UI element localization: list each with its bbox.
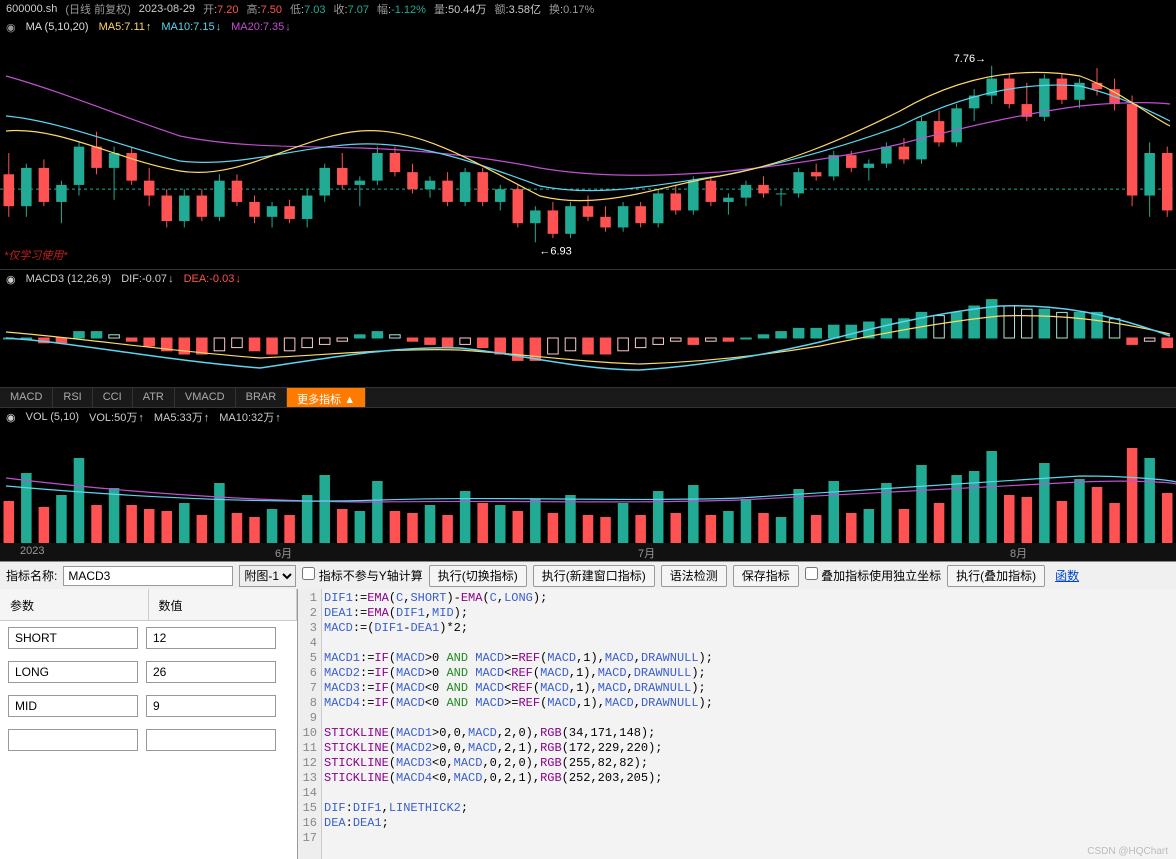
- tab-more[interactable]: 更多指标 ▲: [287, 388, 366, 407]
- editor-area: 参数 数值 1234567891011121314151617 DIF1:=EM…: [0, 589, 1176, 859]
- tab-cci[interactable]: CCI: [93, 388, 133, 407]
- param-name-input[interactable]: [8, 729, 138, 751]
- macd-panel[interactable]: [0, 288, 1176, 388]
- syntax-check-button[interactable]: 语法检测: [661, 565, 727, 587]
- date: 2023-08-29: [139, 3, 195, 15]
- vol-ma10: MA10:32万: [219, 409, 281, 425]
- vol-panel[interactable]: [0, 426, 1176, 543]
- run-newwin-button[interactable]: 执行(新建窗口指标): [533, 565, 655, 587]
- watermark: *仅学习使用*: [4, 247, 68, 263]
- code-pane[interactable]: 1234567891011121314151617 DIF1:=EMA(C,SH…: [298, 589, 1176, 859]
- quote-header: 600000.sh (日线 前复权) 2023-08-29 开:7.20 高:7…: [0, 0, 1176, 18]
- ma10-value: MA10:7.15: [161, 21, 221, 33]
- param-name-input[interactable]: [8, 627, 138, 649]
- tab-atr[interactable]: ATR: [133, 388, 175, 407]
- xaxis-label: 7月: [638, 545, 655, 561]
- param-row: [0, 655, 297, 689]
- save-button[interactable]: 保存指标: [733, 565, 799, 587]
- panel-select[interactable]: 附图-1: [239, 565, 296, 587]
- eye-icon[interactable]: ◉: [6, 21, 16, 34]
- eye-icon[interactable]: ◉: [6, 411, 16, 424]
- params-pane: 参数 数值: [0, 589, 298, 859]
- indicator-name-input[interactable]: [63, 566, 233, 586]
- param-row: [0, 723, 297, 757]
- high: 高:7.50: [247, 1, 282, 17]
- tab-brar[interactable]: BRAR: [236, 388, 288, 407]
- amount: 额:3.58亿: [495, 1, 541, 17]
- functions-link[interactable]: 函数: [1055, 567, 1079, 584]
- macd-title: MACD3 (12,26,9): [26, 273, 112, 285]
- svg-text:7.76→: 7.76→: [954, 53, 986, 65]
- dif-value: DIF:-0.07: [121, 273, 173, 285]
- symbol: 600000.sh: [6, 3, 57, 15]
- cb-overlay-axis[interactable]: 叠加指标使用独立坐标: [805, 567, 941, 584]
- close: 收:7.07: [334, 1, 369, 17]
- param-row: [0, 689, 297, 723]
- tab-rsi[interactable]: RSI: [53, 388, 92, 407]
- xaxis-label: 6月: [275, 545, 292, 561]
- param-value-input[interactable]: [146, 695, 276, 717]
- time-axis: 2023 6月 7月 8月: [0, 543, 1176, 561]
- subtitle: (日线 前复权): [65, 1, 130, 17]
- change: 幅:-1.12%: [377, 1, 426, 17]
- param-value-input[interactable]: [146, 627, 276, 649]
- ma-title: MA (5,10,20): [26, 21, 89, 33]
- param-name-input[interactable]: [8, 661, 138, 683]
- volume: 量:50.44万: [434, 1, 487, 17]
- param-value-input[interactable]: [146, 661, 276, 683]
- tab-vmacd[interactable]: VMACD: [175, 388, 236, 407]
- run-switch-button[interactable]: 执行(切换指标): [429, 565, 527, 587]
- indicator-tabs: MACDRSICCIATRVMACDBRAR更多指标 ▲: [0, 388, 1176, 408]
- ma-legend: ◉ MA (5,10,20) MA5:7.11 MA10:7.15 MA20:7…: [0, 18, 1176, 36]
- xaxis-label: 8月: [1010, 545, 1027, 561]
- run-overlay-button[interactable]: 执行(叠加指标): [947, 565, 1045, 587]
- ma20-value: MA20:7.35: [231, 21, 291, 33]
- name-label: 指标名称:: [6, 567, 57, 584]
- col-param: 参数: [0, 589, 149, 621]
- param-row: [0, 621, 297, 655]
- svg-text:←6.93: ←6.93: [539, 245, 571, 257]
- open: 开:7.20: [203, 1, 238, 17]
- chart-area: 600000.sh (日线 前复权) 2023-08-29 开:7.20 高:7…: [0, 0, 1176, 561]
- kline-panel[interactable]: ←6.93 7.76→ *仅学习使用*: [0, 36, 1176, 270]
- vol-title: VOL (5,10): [26, 411, 79, 423]
- dea-value: DEA:-0.03: [184, 273, 241, 285]
- low: 低:7.03: [290, 1, 325, 17]
- vol-ma5: MA5:33万: [154, 409, 209, 425]
- eye-icon[interactable]: ◉: [6, 273, 16, 286]
- vol-legend: ◉ VOL (5,10) VOL:50万 MA5:33万 MA10:32万: [0, 408, 1176, 426]
- macd-legend: ◉ MACD3 (12,26,9) DIF:-0.07 DEA:-0.03: [0, 270, 1176, 288]
- col-value: 数值: [149, 589, 298, 621]
- vol-value: VOL:50万: [89, 409, 144, 425]
- cb-yaxis[interactable]: 指标不参与Y轴计算: [302, 567, 422, 584]
- param-value-input[interactable]: [146, 729, 276, 751]
- turnover: 换:0.17%: [549, 1, 594, 17]
- footer-mark: CSDN @HQChart: [1087, 846, 1168, 857]
- tab-macd[interactable]: MACD: [0, 388, 53, 407]
- param-name-input[interactable]: [8, 695, 138, 717]
- ma5-value: MA5:7.11: [99, 21, 152, 33]
- xaxis-label: 2023: [20, 545, 44, 557]
- controls: 指标名称: 附图-1 指标不参与Y轴计算 执行(切换指标) 执行(新建窗口指标)…: [0, 561, 1176, 589]
